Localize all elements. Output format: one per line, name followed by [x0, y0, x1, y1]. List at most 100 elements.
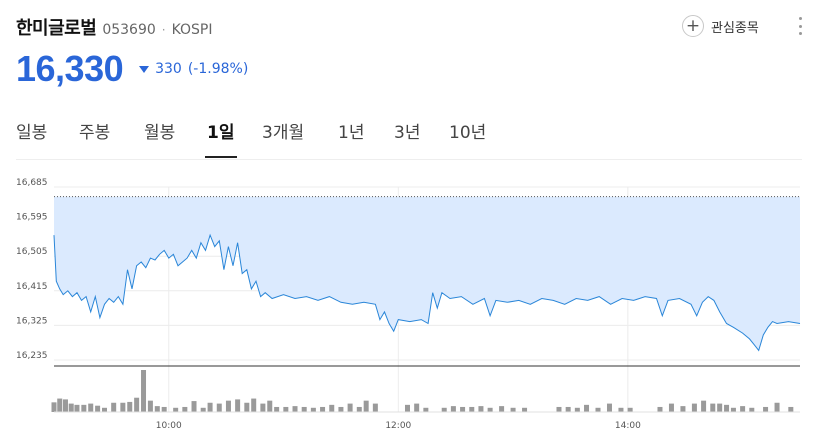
volume-bar [774, 402, 780, 412]
volume-bar [574, 407, 580, 412]
volume-bar [329, 404, 335, 412]
add-watchlist-button[interactable]: + 관심종목 [682, 14, 759, 38]
tabs-divider [16, 159, 802, 160]
volume-bar [57, 398, 63, 412]
volume-bar [141, 370, 147, 412]
volume-bar [310, 407, 316, 412]
volume-bar [414, 403, 420, 412]
volume-bar [207, 402, 213, 412]
market-label: KOSPI [171, 22, 213, 38]
volume-bar [81, 404, 87, 412]
volume-bar [356, 406, 362, 412]
volume-bar [283, 406, 289, 412]
volume-bar [111, 402, 117, 412]
volume-bar [680, 406, 686, 412]
volume-bar [595, 407, 601, 412]
volume-bar [274, 406, 280, 412]
volume-bar [618, 407, 624, 412]
volume-bar [763, 406, 769, 412]
volume-bar [68, 403, 74, 412]
stock-code: 053690 [102, 22, 156, 38]
volume-bar [404, 404, 410, 412]
tab-monthly-candle[interactable]: 월봉 [144, 123, 176, 143]
volume-bar [134, 397, 140, 412]
price-change-percent: (-1.98%) [187, 61, 249, 77]
separator-dot: · [161, 23, 166, 37]
volume-bar [423, 407, 429, 412]
down-triangle-icon [139, 65, 150, 73]
volume-bar [522, 407, 528, 412]
volume-bar [606, 403, 612, 412]
volume-bar [292, 406, 298, 412]
price-change: 330 [155, 61, 182, 77]
tab-1-day[interactable]: 1일 [207, 123, 235, 143]
tab-3-years[interactable]: 3년 [394, 123, 421, 143]
x-tick-label: 10:00 [156, 421, 182, 431]
tab-3-months[interactable]: 3개월 [262, 123, 305, 143]
volume-bar [584, 404, 590, 412]
volume-bar [173, 407, 179, 412]
tab-10-years[interactable]: 10년 [449, 123, 487, 143]
volume-bar [510, 407, 516, 412]
volume-bar [251, 398, 257, 412]
volume-bar [301, 406, 307, 412]
volume-bar [730, 407, 736, 412]
y-tick-label: 16,595 [16, 213, 48, 223]
volume-bar [235, 399, 241, 412]
volume-bar [95, 405, 101, 412]
volume-bar [62, 399, 68, 412]
volume-bar [320, 406, 326, 412]
volume-bar [260, 403, 266, 412]
volume-bar [101, 407, 107, 412]
volume-bar [51, 402, 57, 412]
price-area-fill [54, 196, 800, 351]
volume-bar [347, 403, 353, 412]
volume-bar [565, 406, 571, 412]
volume-bar [657, 406, 663, 412]
volume-bar [182, 406, 188, 412]
volume-bar [740, 406, 746, 412]
volume-bar [460, 406, 466, 412]
volume-bar [717, 403, 723, 412]
volume-bar [724, 404, 730, 412]
volume-bar [627, 407, 633, 412]
y-tick-label: 16,325 [16, 316, 48, 326]
price-line [53, 233, 801, 352]
active-tab-indicator [205, 156, 237, 158]
volume-bar [147, 400, 153, 412]
volume-bar [499, 406, 505, 412]
y-tick-label: 16,235 [16, 351, 48, 361]
volume-bar [668, 403, 674, 412]
volume-bar [216, 403, 222, 412]
volume-bar [556, 406, 562, 412]
x-tick-label: 14:00 [615, 421, 641, 431]
tab-daily-candle[interactable]: 일봉 [16, 123, 48, 143]
watchlist-label: 관심종목 [711, 20, 759, 36]
volume-bar [244, 402, 250, 412]
volume-bar [74, 404, 80, 412]
volume-bar [161, 406, 167, 412]
y-tick-label: 16,505 [16, 247, 48, 257]
volume-bar [788, 406, 794, 412]
volume-bar [267, 400, 273, 412]
tab-weekly-candle[interactable]: 주봉 [79, 123, 111, 143]
volume-bar [88, 403, 94, 412]
tab-1-year[interactable]: 1년 [338, 123, 365, 143]
intraday-price-chart[interactable]: 16,685 16,595 16,505 16,415 16,325 16,235 10:0… [0, 176, 816, 438]
volume-bar [191, 401, 197, 412]
volume-bar [469, 406, 475, 412]
volume-bar [450, 406, 456, 412]
volume-bar [441, 407, 447, 412]
volume-bar [710, 403, 716, 412]
current-price: 16,330 [16, 48, 124, 89]
y-tick-label: 16,685 [16, 178, 48, 188]
volume-bar [372, 403, 378, 412]
period-tabs: 일봉 주봉 월봉 1일 3개월 1년 3년 10년 [16, 112, 802, 160]
volume-bar [200, 407, 206, 412]
volume-bar [338, 406, 344, 412]
more-options-icon[interactable] [794, 15, 806, 37]
volume-bar [225, 400, 231, 412]
y-tick-label: 16,415 [16, 282, 48, 292]
volume-bar [127, 401, 133, 412]
volume-bar [487, 407, 493, 412]
